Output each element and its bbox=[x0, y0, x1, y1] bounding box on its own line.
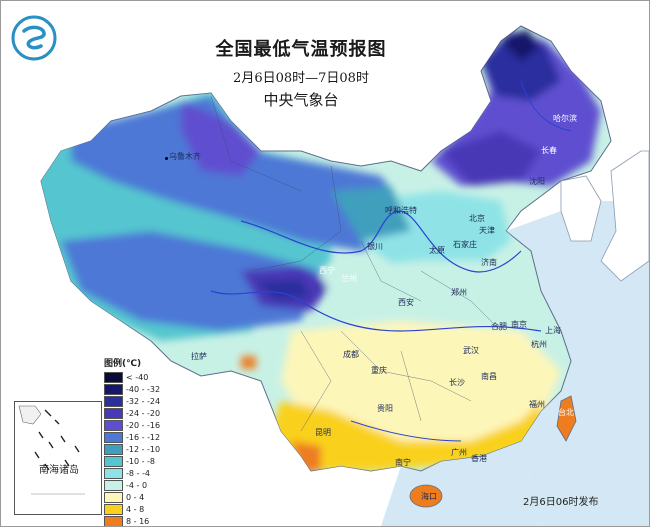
city-label-nanchang: 南昌 bbox=[481, 372, 497, 381]
legend-swatch bbox=[104, 491, 123, 503]
city-label-urumqi: 乌鲁木齐 bbox=[169, 152, 201, 161]
forecast-period: 2月6日08时—7日08时 bbox=[233, 71, 369, 86]
legend-swatch bbox=[104, 443, 123, 455]
city-label-shijiazhuang: 石家庄 bbox=[453, 240, 477, 249]
city-label-changchun: 长春 bbox=[541, 146, 557, 155]
city-label-jinan: 济南 bbox=[481, 258, 497, 267]
city-label-kunming: 昆明 bbox=[315, 428, 331, 437]
legend-item: -12 - -10 bbox=[104, 443, 164, 455]
release-time: 2月6日06时发布 bbox=[523, 497, 599, 508]
legend-swatch bbox=[104, 371, 123, 383]
legend-item: -24 - -20 bbox=[104, 407, 164, 419]
legend-swatch bbox=[104, 395, 123, 407]
legend-item: 0 - 4 bbox=[104, 491, 164, 503]
city-label-hefei: 合肥 bbox=[491, 322, 507, 331]
city-label-lanzhou: 兰州 bbox=[341, 274, 357, 283]
city-label-yinchuan: 银川 bbox=[367, 242, 383, 251]
legend-label: -16 - -12 bbox=[126, 432, 161, 442]
city-label-harbin: 哈尔滨 bbox=[553, 114, 577, 123]
legend-label: < -40 bbox=[126, 372, 149, 382]
city-label-zhengzhou: 郑州 bbox=[451, 288, 467, 297]
legend-item: -16 - -12 bbox=[104, 431, 164, 443]
city-label-chongqing: 重庆 bbox=[371, 366, 387, 375]
legend-swatch bbox=[104, 407, 123, 419]
city-label-xian: 西安 bbox=[398, 298, 414, 307]
legend-label: -20 - -16 bbox=[126, 420, 161, 430]
city-label-wuhan: 武汉 bbox=[463, 346, 479, 355]
legend-item: 4 - 8 bbox=[104, 503, 164, 515]
map-title: 全国最低气温预报图 bbox=[215, 39, 387, 60]
city-label-xining: 西宁 bbox=[319, 266, 335, 275]
city-label-haikou: 海口 bbox=[421, 492, 437, 501]
legend-item: -40 - -32 bbox=[104, 383, 164, 395]
legend-swatch bbox=[104, 383, 123, 395]
city-label-hohhot: 呼和浩特 bbox=[385, 206, 417, 215]
legend-label: 4 - 8 bbox=[126, 504, 145, 514]
city-label-chengdu: 成都 bbox=[343, 350, 359, 359]
legend-item: < -40 bbox=[104, 371, 164, 383]
city-label-tianjin: 天津 bbox=[479, 226, 495, 235]
legend-item: -32 - -24 bbox=[104, 395, 164, 407]
inset-map bbox=[18, 405, 85, 495]
city-label-hongkong: 香港 bbox=[471, 454, 487, 463]
issuer-name: 中央气象台 bbox=[263, 91, 339, 109]
legend-item: 8 - 16 bbox=[104, 515, 164, 526]
legend-rows: < -40 -40 - -32 -32 - -24 -24 - -20 -20 - -1… bbox=[104, 371, 164, 526]
city-label-changsha: 长沙 bbox=[449, 378, 465, 387]
city-label-lhasa: 拉萨 bbox=[191, 352, 207, 361]
legend-label: -24 - -20 bbox=[126, 408, 161, 418]
legend-label: 8 - 16 bbox=[126, 516, 150, 526]
legend-label: -4 - 0 bbox=[126, 480, 148, 490]
legend-swatch bbox=[104, 503, 123, 515]
legend-item: -4 - 0 bbox=[104, 479, 164, 491]
city-label-taiyuan: 太原 bbox=[429, 246, 445, 255]
city-label-hangzhou: 杭州 bbox=[531, 340, 547, 349]
legend-label: -10 - -8 bbox=[126, 456, 156, 466]
legend-label: 0 - 4 bbox=[126, 492, 145, 502]
legend-item: -8 - -4 bbox=[104, 467, 164, 479]
city-label-beijing: 北京 bbox=[469, 214, 485, 223]
city-label-guangzhou: 广州 bbox=[451, 448, 467, 457]
city-label-shanghai: 上海 bbox=[545, 326, 561, 335]
legend-swatch bbox=[104, 515, 123, 526]
city-label-guiyang: 贵阳 bbox=[377, 404, 393, 413]
legend-swatch bbox=[104, 467, 123, 479]
legend-label: -40 - -32 bbox=[126, 384, 161, 394]
city-label-nanjing: 南京 bbox=[511, 320, 527, 329]
legend-item: -10 - -8 bbox=[104, 455, 164, 467]
city-label-shenyang: 沈阳 bbox=[529, 177, 545, 186]
city-label-fuzhou: 福州 bbox=[529, 400, 545, 409]
legend-label: -8 - -4 bbox=[126, 468, 150, 478]
legend-swatch bbox=[104, 455, 123, 467]
legend-swatch bbox=[104, 419, 123, 431]
city-label-nanning: 南宁 bbox=[395, 458, 411, 467]
city-marker bbox=[165, 157, 168, 160]
legend-label: -32 - -24 bbox=[126, 396, 161, 406]
south-china-sea-inset: 南海诸岛 bbox=[14, 401, 102, 515]
city-label-taipei: 台北 bbox=[558, 408, 574, 417]
inset-label: 南海诸岛 bbox=[39, 465, 79, 476]
cma-logo-icon bbox=[11, 15, 57, 61]
legend: 图例(℃) < -40 -40 - -32 -32 - -24 -24 - -20 -2… bbox=[104, 356, 164, 526]
legend-item: -20 - -16 bbox=[104, 419, 164, 431]
legend-swatch bbox=[104, 479, 123, 491]
legend-title: 图例(℃) bbox=[104, 359, 142, 369]
legend-swatch bbox=[104, 431, 123, 443]
legend-label: -12 - -10 bbox=[126, 444, 161, 454]
